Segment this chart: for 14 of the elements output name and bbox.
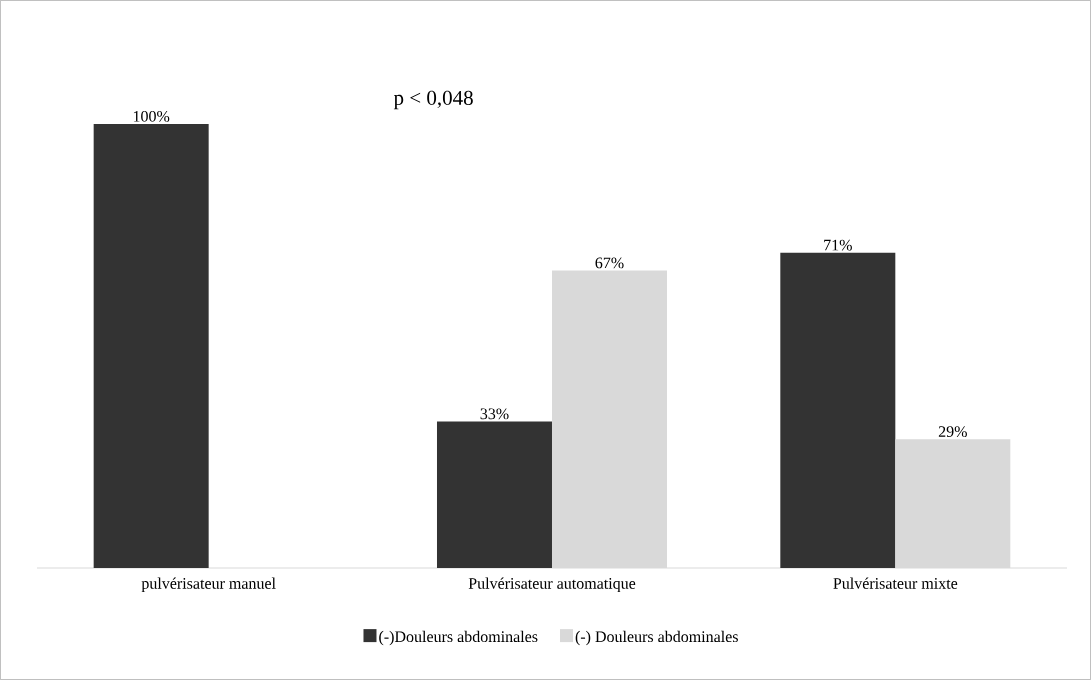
- data-label: 33%: [480, 408, 509, 420]
- data-label: 100%: [133, 110, 170, 122]
- data-label: 71%: [824, 239, 852, 251]
- legend-label: (-) Douleurs abdominales: [575, 630, 738, 646]
- data-label: 67%: [595, 257, 624, 269]
- x-tick-label: pulvérisateur manuel: [141, 577, 276, 593]
- bar: [436, 421, 552, 568]
- data-label: 29%: [938, 426, 967, 438]
- legend-label: (-)Douleurs abdominales: [379, 630, 538, 646]
- text: p < 0,048: [393, 90, 473, 110]
- x-tick-label: Pulvérisateur automatique: [468, 577, 636, 593]
- bar: [780, 252, 896, 568]
- bar: [93, 123, 209, 568]
- x-tick-label: Pulvérisateur mixte: [833, 577, 958, 589]
